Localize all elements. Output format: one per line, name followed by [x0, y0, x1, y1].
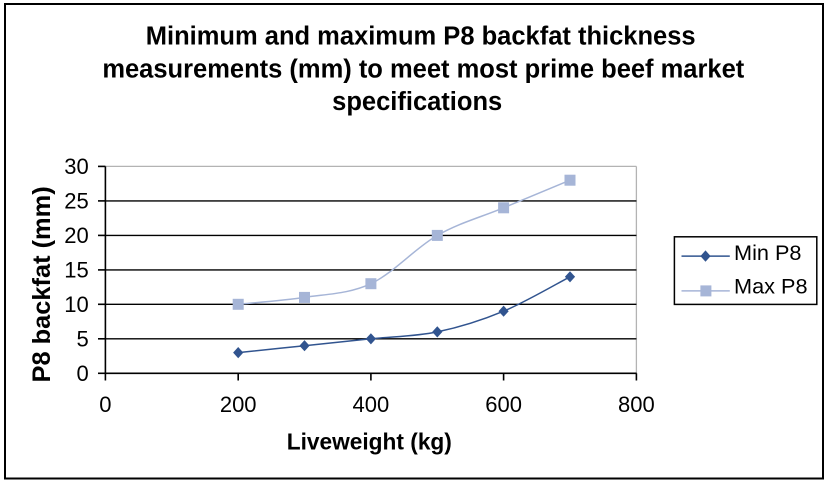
- svg-text:0: 0: [99, 392, 111, 417]
- svg-text:15: 15: [64, 257, 88, 282]
- svg-text:Max P8: Max P8: [734, 274, 808, 299]
- svg-text:200: 200: [220, 392, 257, 417]
- svg-text:10: 10: [64, 292, 88, 317]
- svg-text:specifications: specifications: [332, 88, 502, 116]
- svg-text:800: 800: [618, 392, 655, 417]
- svg-text:600: 600: [485, 392, 522, 417]
- svg-text:P8 backfat (mm): P8 backfat (mm): [28, 186, 56, 382]
- svg-text:measurements (mm) to meet most: measurements (mm) to meet most prime bee…: [102, 55, 744, 83]
- svg-text:5: 5: [76, 326, 88, 351]
- svg-text:Min P8: Min P8: [734, 240, 802, 265]
- svg-text:Minimum and maximum P8 backfat: Minimum and maximum P8 backfat thickness: [146, 23, 696, 51]
- svg-text:0: 0: [76, 361, 88, 386]
- svg-text:Liveweight (kg): Liveweight (kg): [287, 429, 452, 455]
- svg-text:30: 30: [64, 154, 88, 179]
- svg-text:25: 25: [64, 188, 88, 213]
- svg-text:400: 400: [353, 392, 390, 417]
- svg-text:20: 20: [64, 223, 88, 248]
